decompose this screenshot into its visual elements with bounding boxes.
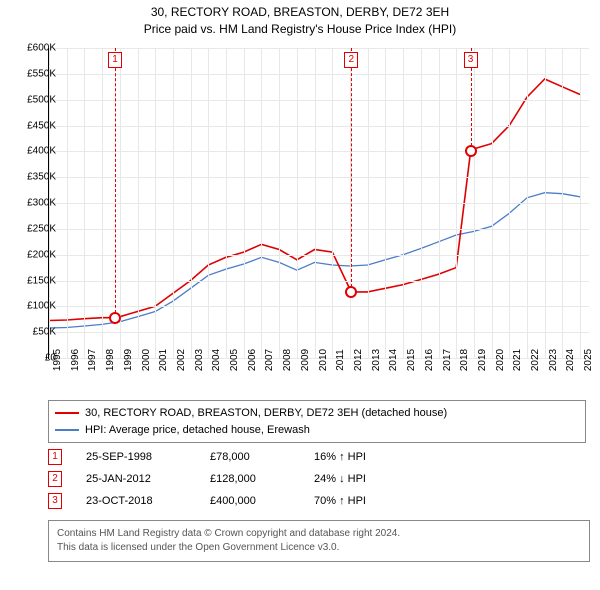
sale-marker-box: 3: [464, 52, 478, 68]
sale-price-2: £128,000: [210, 473, 290, 485]
xtick-label: 2009: [300, 349, 311, 371]
ytick-label: £50K: [33, 327, 56, 338]
footer-line-1: Contains HM Land Registry data © Crown c…: [57, 527, 581, 541]
legend-swatch-hpi: [55, 429, 79, 431]
sale-marker-1: 1: [48, 449, 62, 465]
xtick-label: 1995: [52, 349, 63, 371]
sale-marker-box: 1: [108, 52, 122, 68]
legend-label-hpi: HPI: Average price, detached house, Erew…: [85, 422, 310, 439]
xtick-label: 2011: [335, 349, 346, 371]
ytick-label: £300K: [27, 198, 56, 209]
xtick-label: 1998: [105, 349, 116, 371]
sale-dot: [109, 312, 121, 324]
ytick-label: £200K: [27, 249, 56, 260]
xtick-label: 2006: [247, 349, 258, 371]
chart-container: 30, RECTORY ROAD, BREASTON, DERBY, DE72 …: [0, 0, 600, 590]
footer-box: Contains HM Land Registry data © Crown c…: [48, 520, 590, 562]
ytick-label: £350K: [27, 172, 56, 183]
xtick-label: 2024: [565, 349, 576, 371]
sale-hpi-2: 24% ↓ HPI: [314, 473, 404, 485]
sale-dot: [465, 145, 477, 157]
sale-date-2: 25-JAN-2012: [86, 473, 186, 485]
xtick-label: 2016: [424, 349, 435, 371]
xtick-label: 2025: [583, 349, 594, 371]
sale-marker-box: 2: [344, 52, 358, 68]
ytick-label: £100K: [27, 301, 56, 312]
ytick-label: £150K: [27, 275, 56, 286]
sale-date-3: 23-OCT-2018: [86, 495, 186, 507]
sale-dot: [345, 286, 357, 298]
xtick-label: 2013: [371, 349, 382, 371]
ytick-label: £450K: [27, 120, 56, 131]
xtick-label: 2003: [194, 349, 205, 371]
title-block: 30, RECTORY ROAD, BREASTON, DERBY, DE72 …: [0, 0, 600, 38]
xtick-label: 2020: [495, 349, 506, 371]
xtick-label: 2005: [229, 349, 240, 371]
xtick-label: 2007: [264, 349, 275, 371]
legend-row-property: 30, RECTORY ROAD, BREASTON, DERBY, DE72 …: [55, 405, 579, 422]
xtick-label: 2014: [388, 349, 399, 371]
xtick-label: 2012: [353, 349, 364, 371]
xtick-label: 2017: [442, 349, 453, 371]
ytick-label: £550K: [27, 68, 56, 79]
legend-swatch-property: [55, 412, 79, 414]
xtick-label: 1997: [87, 349, 98, 371]
footer-line-2: This data is licensed under the Open Gov…: [57, 541, 581, 555]
sale-price-3: £400,000: [210, 495, 290, 507]
legend-box: 30, RECTORY ROAD, BREASTON, DERBY, DE72 …: [48, 400, 586, 443]
xtick-label: 2000: [141, 349, 152, 371]
sales-row-1: 1 25-SEP-1998 £78,000 16% ↑ HPI: [48, 446, 404, 468]
sales-table: 1 25-SEP-1998 £78,000 16% ↑ HPI 2 25-JAN…: [48, 446, 404, 512]
xtick-label: 2015: [406, 349, 417, 371]
xtick-label: 2008: [282, 349, 293, 371]
xtick-label: 2010: [318, 349, 329, 371]
title-line-2: Price paid vs. HM Land Registry's House …: [0, 21, 600, 38]
xtick-label: 2021: [512, 349, 523, 371]
sale-hpi-1: 16% ↑ HPI: [314, 451, 404, 463]
chart-plot-area: 1 2 3: [48, 48, 589, 359]
xtick-label: 2022: [530, 349, 541, 371]
xtick-label: 1996: [70, 349, 81, 371]
sale-price-1: £78,000: [210, 451, 290, 463]
xtick-label: 1999: [123, 349, 134, 371]
sales-row-2: 2 25-JAN-2012 £128,000 24% ↓ HPI: [48, 468, 404, 490]
sales-row-3: 3 23-OCT-2018 £400,000 70% ↑ HPI: [48, 490, 404, 512]
sale-hpi-3: 70% ↑ HPI: [314, 495, 404, 507]
legend-row-hpi: HPI: Average price, detached house, Erew…: [55, 422, 579, 439]
xtick-label: 2023: [548, 349, 559, 371]
xtick-label: 2018: [459, 349, 470, 371]
ytick-label: £500K: [27, 94, 56, 105]
chart-lines-svg: [49, 48, 589, 358]
xtick-label: 2019: [477, 349, 488, 371]
legend-label-property: 30, RECTORY ROAD, BREASTON, DERBY, DE72 …: [85, 405, 447, 422]
ytick-label: £600K: [27, 43, 56, 54]
xtick-label: 2004: [211, 349, 222, 371]
sale-date-1: 25-SEP-1998: [86, 451, 186, 463]
ytick-label: £250K: [27, 223, 56, 234]
sale-marker-3: 3: [48, 493, 62, 509]
title-line-1: 30, RECTORY ROAD, BREASTON, DERBY, DE72 …: [0, 4, 600, 21]
xtick-label: 2002: [176, 349, 187, 371]
sale-marker-2: 2: [48, 471, 62, 487]
xtick-label: 2001: [158, 349, 169, 371]
ytick-label: £400K: [27, 146, 56, 157]
